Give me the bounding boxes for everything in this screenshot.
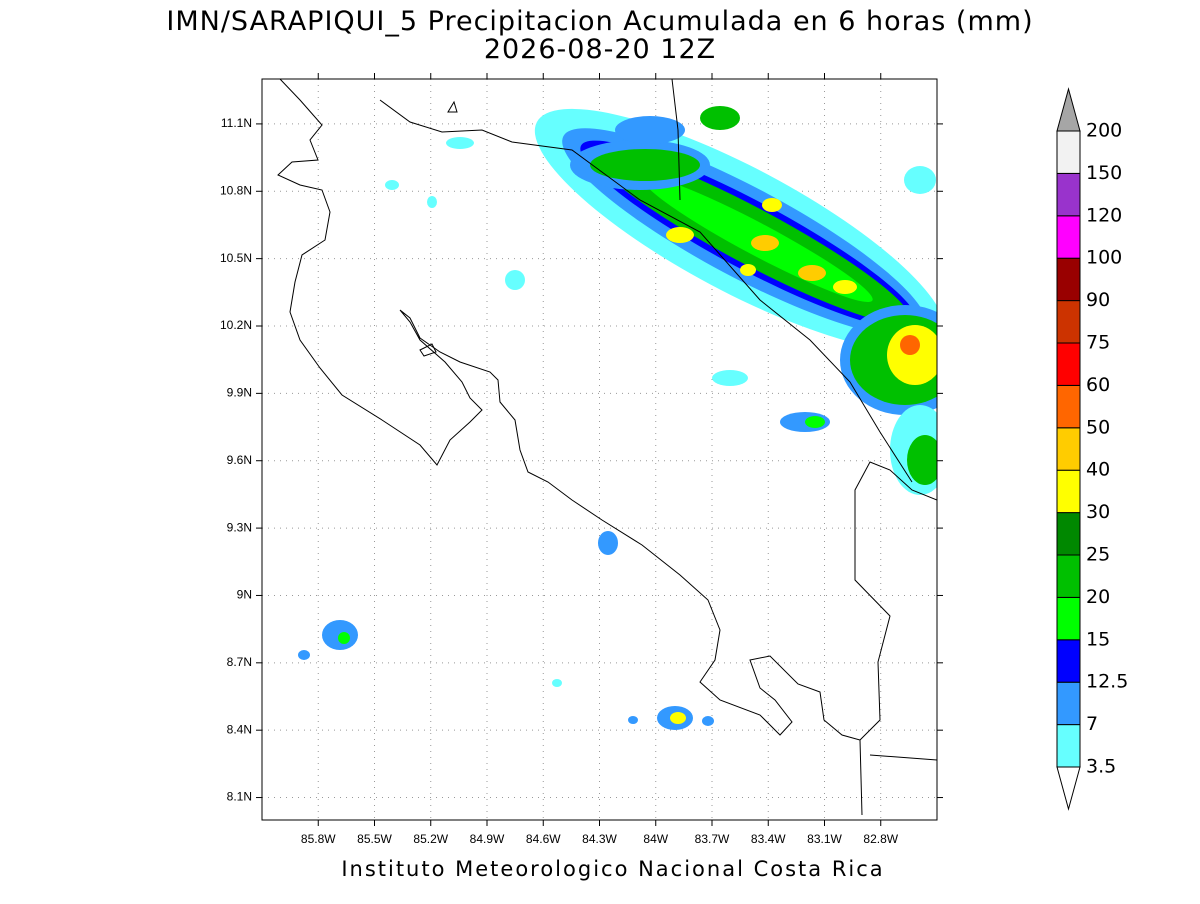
precip-area — [298, 650, 310, 660]
colorbar-label: 15 — [1086, 628, 1110, 650]
precip-area — [740, 264, 756, 276]
colorbar-label: 90 — [1086, 289, 1110, 311]
colorbar-label: 25 — [1086, 544, 1110, 566]
precip-area — [385, 180, 399, 190]
x-tick-label: 82.8W — [863, 832, 898, 846]
colorbar-label: 200 — [1086, 120, 1122, 142]
y-tick-label: 10.5N — [220, 251, 252, 265]
y-tick-label: 9.3N — [227, 520, 252, 534]
x-tick-label: 83.7W — [695, 832, 730, 846]
y-tick-label: 10.2N — [220, 318, 252, 332]
colorbar-label: 12.5 — [1086, 671, 1128, 693]
colorbar-box — [1056, 427, 1081, 471]
coastline — [869, 754, 937, 761]
y-tick-label: 8.1N — [227, 790, 252, 804]
precip-area — [805, 416, 825, 428]
y-tick-label: 9.6N — [227, 453, 252, 467]
y-tick-label: 9.9N — [227, 386, 252, 400]
precip-area — [712, 370, 748, 386]
colorbar-box — [1056, 512, 1081, 556]
x-tick-label: 84.3W — [582, 832, 617, 846]
colorbar-label: 7 — [1086, 713, 1098, 735]
colorbar-box — [1056, 384, 1081, 429]
colorbar-label: 150 — [1086, 162, 1122, 184]
colorbar-label: 75 — [1086, 332, 1110, 354]
precip-area — [700, 106, 740, 130]
precip-area — [833, 280, 857, 294]
x-tick-label: 83.1W — [807, 832, 842, 846]
precip-area — [798, 265, 826, 281]
precip-area — [590, 149, 700, 181]
y-tick-label: 8.4N — [227, 722, 252, 736]
colorbar-box — [1056, 639, 1081, 683]
colorbar-box — [1056, 130, 1081, 174]
colorbar-under — [1056, 766, 1081, 811]
colorbar-box — [1056, 342, 1081, 386]
x-tick-label: 84.6W — [526, 832, 561, 846]
coastline — [379, 99, 913, 483]
precip-area — [598, 531, 618, 555]
colorbar-box — [1056, 215, 1081, 259]
precip-area — [552, 679, 562, 687]
colorbar-label: 3.5 — [1086, 756, 1116, 778]
precip-area — [887, 325, 937, 385]
colorbar-box — [1056, 681, 1081, 726]
precip-area — [446, 137, 474, 149]
precip-area — [427, 196, 437, 208]
precip-area — [505, 270, 525, 290]
colorbar-over — [1056, 87, 1081, 132]
x-tick-label: 84W — [643, 832, 668, 846]
colorbar-box — [1056, 596, 1081, 641]
precip-area — [907, 435, 937, 485]
colorbar-label: 50 — [1086, 416, 1110, 438]
coastline — [854, 461, 937, 741]
precip-area — [338, 632, 350, 644]
x-tick-label: 85.2W — [413, 832, 448, 846]
x-tick-label: 85.5W — [357, 832, 392, 846]
precip-area — [762, 198, 782, 212]
precip-area — [670, 712, 686, 724]
colorbar-label: 60 — [1086, 374, 1110, 396]
x-tick-label: 84.9W — [470, 832, 505, 846]
colorbar-box — [1056, 469, 1081, 514]
precip-area — [751, 235, 779, 251]
footer: Instituto Meteorologico Nacional Costa R… — [341, 857, 884, 881]
precip-area — [666, 227, 694, 243]
title: IMN/SARAPIQUI_5 Precipitacion Acumulada … — [166, 6, 1033, 37]
colorbar-label: 120 — [1086, 204, 1122, 226]
precip-area — [900, 335, 920, 355]
colorbar-label: 40 — [1086, 459, 1110, 481]
colorbar-box — [1056, 172, 1081, 217]
coastlines — [277, 79, 937, 816]
colorbar: 3.5 7 12.5 15 20 25 30 40 50 60 75 90 100 120 150 200 — [1056, 87, 1128, 811]
colorbar-box — [1056, 724, 1081, 768]
x-tick-label: 85.8W — [301, 832, 336, 846]
precip-area — [904, 166, 936, 194]
precip-area — [615, 116, 685, 144]
precip-area — [628, 716, 638, 724]
y-tick-label: 9N — [237, 588, 252, 602]
colorbar-label: 100 — [1086, 247, 1122, 269]
precipitation — [298, 106, 937, 730]
x-tick-label: 83.4W — [751, 832, 786, 846]
y-tick-label: 8.7N — [227, 655, 252, 669]
precip-area — [702, 716, 714, 726]
colorbar-label: 20 — [1086, 586, 1110, 608]
subtitle: 2026-08-20 12Z — [484, 34, 716, 65]
coastline — [671, 79, 681, 201]
colorbar-box — [1056, 300, 1081, 344]
coastline — [447, 100, 458, 113]
y-tick-label: 10.8N — [220, 183, 252, 197]
colorbar-label: 30 — [1086, 501, 1110, 523]
colorbar-box — [1056, 257, 1081, 302]
coastline — [419, 343, 437, 357]
y-tick-label: 11.1N — [221, 116, 252, 130]
colorbar-box — [1056, 554, 1081, 598]
